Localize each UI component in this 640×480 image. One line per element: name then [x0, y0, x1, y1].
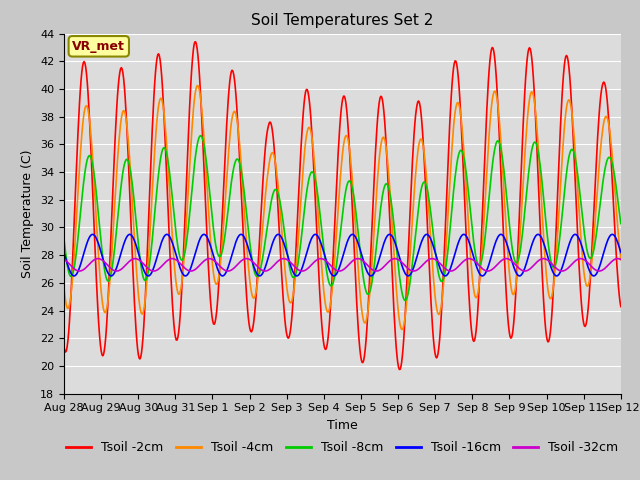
Legend: Tsoil -2cm, Tsoil -4cm, Tsoil -8cm, Tsoil -16cm, Tsoil -32cm: Tsoil -2cm, Tsoil -4cm, Tsoil -8cm, Tsoi… [61, 436, 623, 459]
Y-axis label: Soil Temperature (C): Soil Temperature (C) [22, 149, 35, 278]
Title: Soil Temperatures Set 2: Soil Temperatures Set 2 [252, 13, 433, 28]
X-axis label: Time: Time [327, 419, 358, 432]
Text: VR_met: VR_met [72, 40, 125, 53]
